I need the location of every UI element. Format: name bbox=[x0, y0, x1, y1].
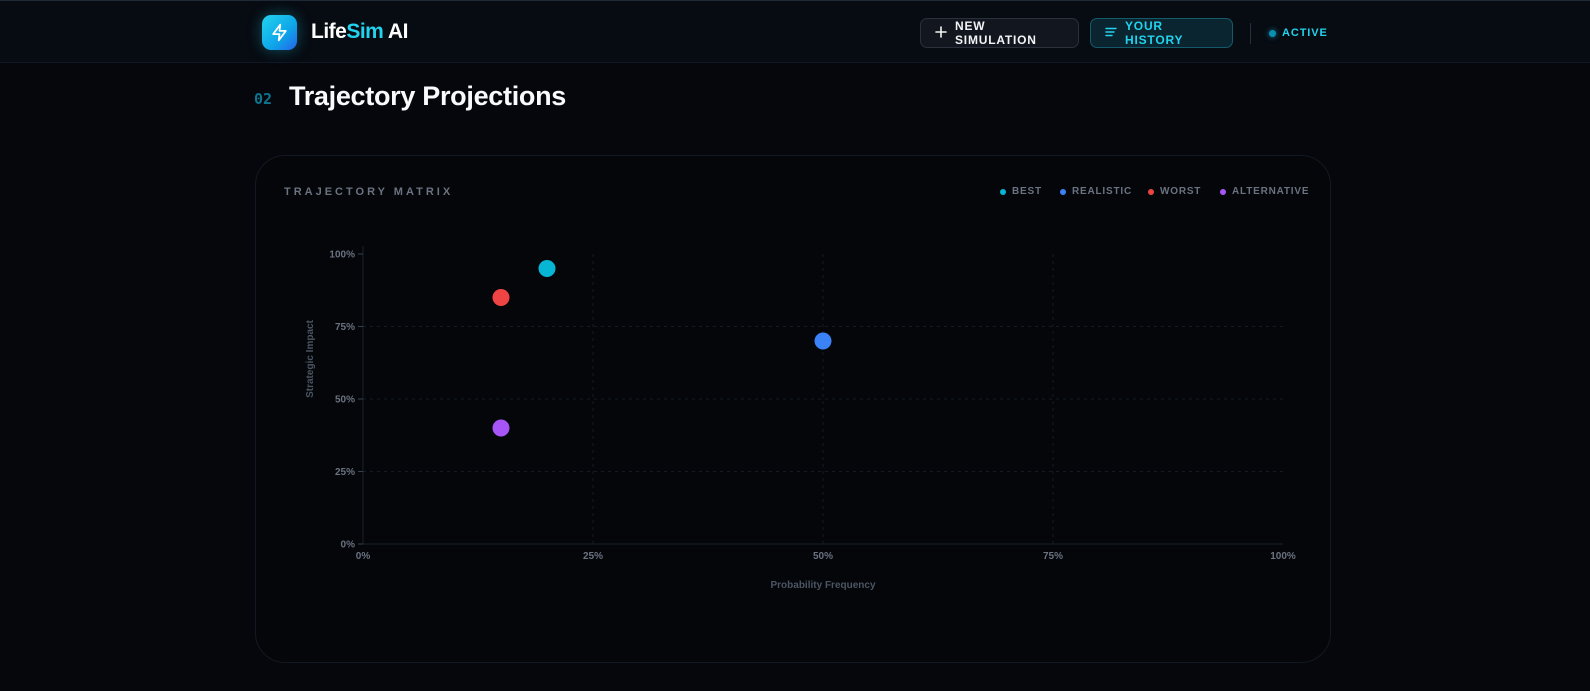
y-tick-label: 0% bbox=[341, 540, 356, 551]
your-history-label: YOUR HISTORY bbox=[1125, 19, 1184, 47]
x-tick-label: 50% bbox=[813, 551, 833, 562]
legend-item-alternative: ALTERNATIVE bbox=[1220, 186, 1309, 197]
section-title: Trajectory Projections bbox=[289, 81, 567, 111]
header-divider bbox=[1250, 23, 1251, 44]
legend-dot-best bbox=[1000, 188, 1006, 195]
y-tick-label: 25% bbox=[335, 467, 355, 478]
data-point-best[interactable] bbox=[538, 260, 556, 277]
data-point-realistic[interactable] bbox=[814, 332, 832, 350]
trajectory-matrix-card bbox=[255, 155, 1331, 663]
new-simulation-button[interactable]: NEW SIMULATION bbox=[920, 18, 1079, 48]
data-point-worst[interactable] bbox=[492, 289, 510, 306]
legend-label-best: BEST bbox=[1012, 186, 1042, 197]
your-history-button[interactable]: YOUR HISTORY bbox=[1090, 18, 1233, 48]
legend-item-realistic: REALISTIC bbox=[1060, 186, 1132, 197]
list-icon bbox=[1105, 26, 1117, 41]
y-tick-label: 50% bbox=[335, 395, 355, 406]
brand-name[interactable]: LifeSim AI bbox=[311, 20, 408, 44]
status-indicator: ACTIVE bbox=[1269, 27, 1328, 39]
x-tick-label: 100% bbox=[1270, 551, 1296, 562]
legend-dot-alternative bbox=[1220, 188, 1226, 195]
section-number: 02 bbox=[254, 90, 273, 108]
legend-dot-worst bbox=[1148, 188, 1154, 195]
legend-label-alternative: ALTERNATIVE bbox=[1232, 186, 1310, 197]
y-tick-label: 75% bbox=[335, 322, 355, 333]
status-label: ACTIVE bbox=[1282, 27, 1328, 39]
legend-dot-realistic bbox=[1060, 188, 1066, 195]
x-tick-label: 25% bbox=[583, 551, 603, 562]
new-simulation-label: NEW SIMULATION bbox=[955, 19, 1037, 47]
card-title: TRAJECTORY MATRIX bbox=[284, 186, 454, 198]
status-dot-icon bbox=[1269, 29, 1276, 37]
x-tick-label: 75% bbox=[1043, 551, 1063, 562]
logo-lightning-bolt-icon[interactable] bbox=[262, 15, 297, 50]
plus-icon bbox=[935, 25, 947, 41]
legend-item-worst: WORST bbox=[1148, 186, 1201, 197]
x-axis-title: Probability Frequency bbox=[770, 580, 875, 591]
legend-label-worst: WORST bbox=[1160, 186, 1202, 197]
y-axis-title: Strategic Impact bbox=[305, 319, 316, 397]
brand-prefix: Life bbox=[311, 20, 347, 43]
top-navigation-bar: LifeSim AI NEW SIMULATION YOUR HISTORY A… bbox=[0, 0, 1590, 63]
brand-suffix: AI bbox=[383, 20, 409, 43]
brand-accent: Sim bbox=[346, 20, 384, 43]
legend-label-realistic: REALISTIC bbox=[1072, 186, 1132, 197]
legend-item-best: BEST bbox=[1000, 186, 1042, 197]
x-tick-label: 0% bbox=[356, 551, 371, 562]
y-tick-label: 100% bbox=[329, 250, 355, 261]
data-point-alternative[interactable] bbox=[492, 419, 510, 437]
